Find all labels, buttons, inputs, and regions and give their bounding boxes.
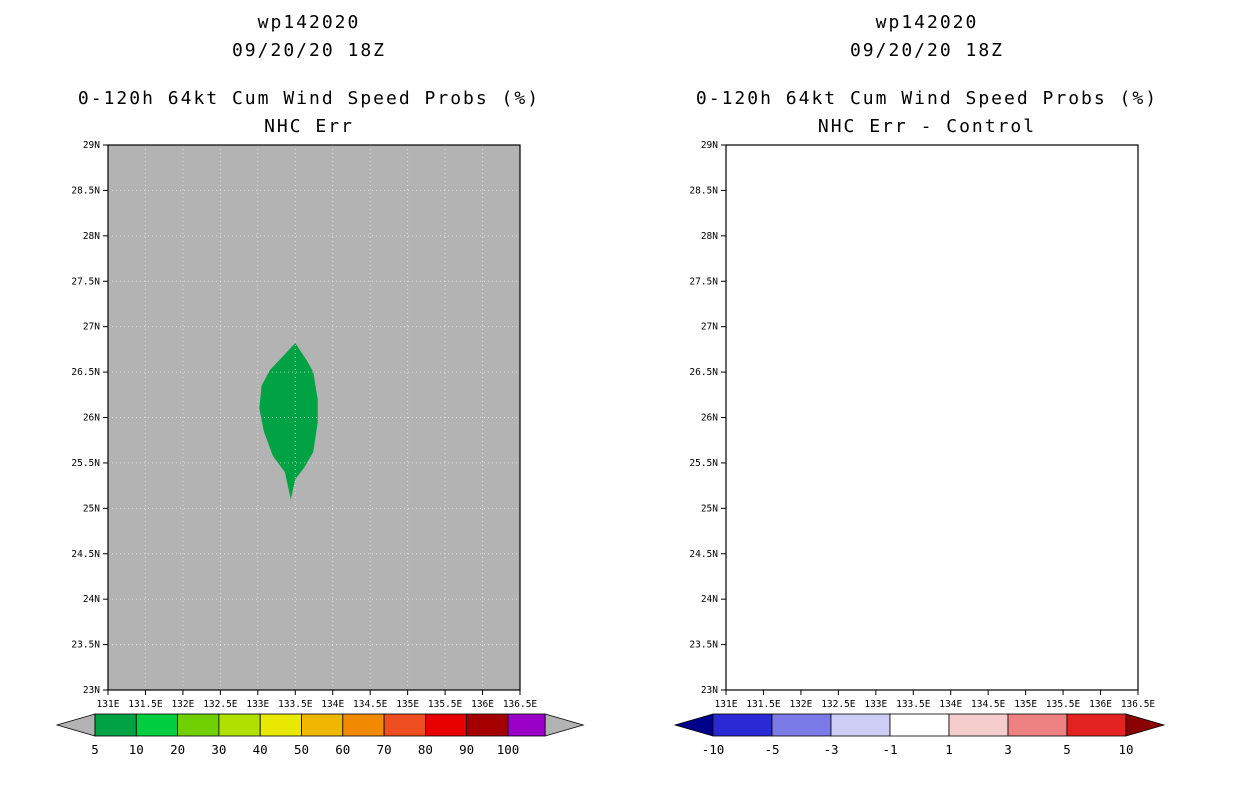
probability-map: 23N 23.5N 24N 24.5N 25N 25.5N 26N 26.5N 27N 27.5N… bbox=[71, 140, 538, 710]
svg-text:10: 10 bbox=[129, 742, 144, 757]
svg-text:28N: 28N bbox=[701, 231, 718, 242]
svg-text:26.5N: 26.5N bbox=[689, 367, 718, 378]
svg-text:27N: 27N bbox=[83, 322, 100, 333]
plot-subtitle: NHC Err bbox=[264, 116, 354, 137]
svg-text:24.5N: 24.5N bbox=[689, 549, 718, 560]
svg-text:50: 50 bbox=[294, 742, 309, 757]
svg-text:136E: 136E bbox=[1089, 699, 1112, 710]
svg-text:28.5N: 28.5N bbox=[689, 185, 718, 196]
svg-text:134E: 134E bbox=[321, 699, 344, 710]
svg-text:5: 5 bbox=[91, 742, 99, 757]
svg-text:70: 70 bbox=[377, 742, 392, 757]
svg-text:20: 20 bbox=[170, 742, 185, 757]
svg-text:25N: 25N bbox=[701, 503, 718, 514]
svg-text:26.5N: 26.5N bbox=[71, 367, 100, 378]
difference-map: 23N 23.5N 24N 24.5N 25N 25.5N 26N 26.5N 27N 27.5N… bbox=[689, 140, 1156, 710]
svg-text:-5: -5 bbox=[764, 742, 779, 757]
svg-text:29N: 29N bbox=[701, 140, 718, 151]
svg-text:133.5E: 133.5E bbox=[896, 699, 931, 710]
svg-text:133E: 133E bbox=[864, 699, 887, 710]
svg-text:25.5N: 25.5N bbox=[689, 458, 718, 469]
svg-text:136.5E: 136.5E bbox=[503, 699, 538, 710]
svg-text:132.5E: 132.5E bbox=[203, 699, 238, 710]
storm-id: wp142020 bbox=[875, 12, 979, 33]
svg-text:132E: 132E bbox=[171, 699, 194, 710]
plot-title: 0-120h 64kt Cum Wind Speed Probs (%) bbox=[695, 88, 1159, 109]
svg-text:10: 10 bbox=[1118, 742, 1133, 757]
svg-text:29N: 29N bbox=[83, 140, 100, 151]
panel-nhc-err: wp142020 09/20/20 18Z 0-120h 64kt Cum Wi… bbox=[55, 12, 585, 757]
svg-text:-1: -1 bbox=[882, 742, 897, 757]
svg-text:135E: 135E bbox=[396, 699, 419, 710]
svg-text:100: 100 bbox=[497, 742, 520, 757]
panel-nhc-err-minus-control: wp142020 09/20/20 18Z 0-120h 64kt Cum Wi… bbox=[618, 0, 1236, 800]
svg-text:-3: -3 bbox=[823, 742, 838, 757]
svg-text:135.5E: 135.5E bbox=[428, 699, 463, 710]
svg-text:133.5E: 133.5E bbox=[278, 699, 313, 710]
svg-text:132.5E: 132.5E bbox=[821, 699, 856, 710]
svg-text:23.5N: 23.5N bbox=[71, 640, 100, 651]
svg-text:40: 40 bbox=[253, 742, 268, 757]
svg-text:24N: 24N bbox=[701, 594, 718, 605]
svg-text:131.5E: 131.5E bbox=[746, 699, 781, 710]
svg-text:3: 3 bbox=[1004, 742, 1012, 757]
svg-text:134E: 134E bbox=[939, 699, 962, 710]
svg-text:134.5E: 134.5E bbox=[971, 699, 1006, 710]
storm-id: wp142020 bbox=[257, 12, 361, 33]
svg-text:136.5E: 136.5E bbox=[1121, 699, 1156, 710]
svg-text:23N: 23N bbox=[83, 685, 100, 696]
svg-text:1: 1 bbox=[945, 742, 953, 757]
svg-text:23.5N: 23.5N bbox=[689, 640, 718, 651]
svg-text:26N: 26N bbox=[83, 413, 100, 424]
svg-text:24.5N: 24.5N bbox=[71, 549, 100, 560]
svg-text:131E: 131E bbox=[97, 699, 120, 710]
probability-colorbar: 5 10 20 30 40 50 60 70 80 90 100 bbox=[55, 713, 585, 757]
svg-text:135E: 135E bbox=[1014, 699, 1037, 710]
svg-text:131E: 131E bbox=[715, 699, 738, 710]
svg-text:132E: 132E bbox=[789, 699, 812, 710]
svg-text:136E: 136E bbox=[471, 699, 494, 710]
svg-text:26N: 26N bbox=[701, 413, 718, 424]
svg-text:27N: 27N bbox=[701, 322, 718, 333]
svg-text:28N: 28N bbox=[83, 231, 100, 242]
svg-text:24N: 24N bbox=[83, 594, 100, 605]
init-time: 09/20/20 18Z bbox=[231, 40, 387, 61]
svg-text:133E: 133E bbox=[246, 699, 269, 710]
svg-text:90: 90 bbox=[459, 742, 474, 757]
plot-subtitle: NHC Err - Control bbox=[817, 116, 1037, 137]
svg-text:131.5E: 131.5E bbox=[128, 699, 163, 710]
svg-text:80: 80 bbox=[418, 742, 433, 757]
svg-text:25.5N: 25.5N bbox=[71, 458, 100, 469]
svg-text:134.5E: 134.5E bbox=[353, 699, 388, 710]
svg-text:25N: 25N bbox=[83, 503, 100, 514]
difference-colorbar: -10 -5 -3 -1 1 3 5 10 bbox=[673, 713, 1166, 757]
init-time: 09/20/20 18Z bbox=[849, 40, 1005, 61]
svg-text:27.5N: 27.5N bbox=[689, 276, 718, 287]
svg-text:23N: 23N bbox=[701, 685, 718, 696]
svg-text:-10: -10 bbox=[702, 742, 725, 757]
svg-text:135.5E: 135.5E bbox=[1046, 699, 1081, 710]
svg-text:28.5N: 28.5N bbox=[71, 185, 100, 196]
svg-text:27.5N: 27.5N bbox=[71, 276, 100, 287]
svg-text:60: 60 bbox=[335, 742, 350, 757]
svg-text:30: 30 bbox=[211, 742, 226, 757]
svg-text:5: 5 bbox=[1063, 742, 1071, 757]
plot-title: 0-120h 64kt Cum Wind Speed Probs (%) bbox=[77, 88, 541, 109]
